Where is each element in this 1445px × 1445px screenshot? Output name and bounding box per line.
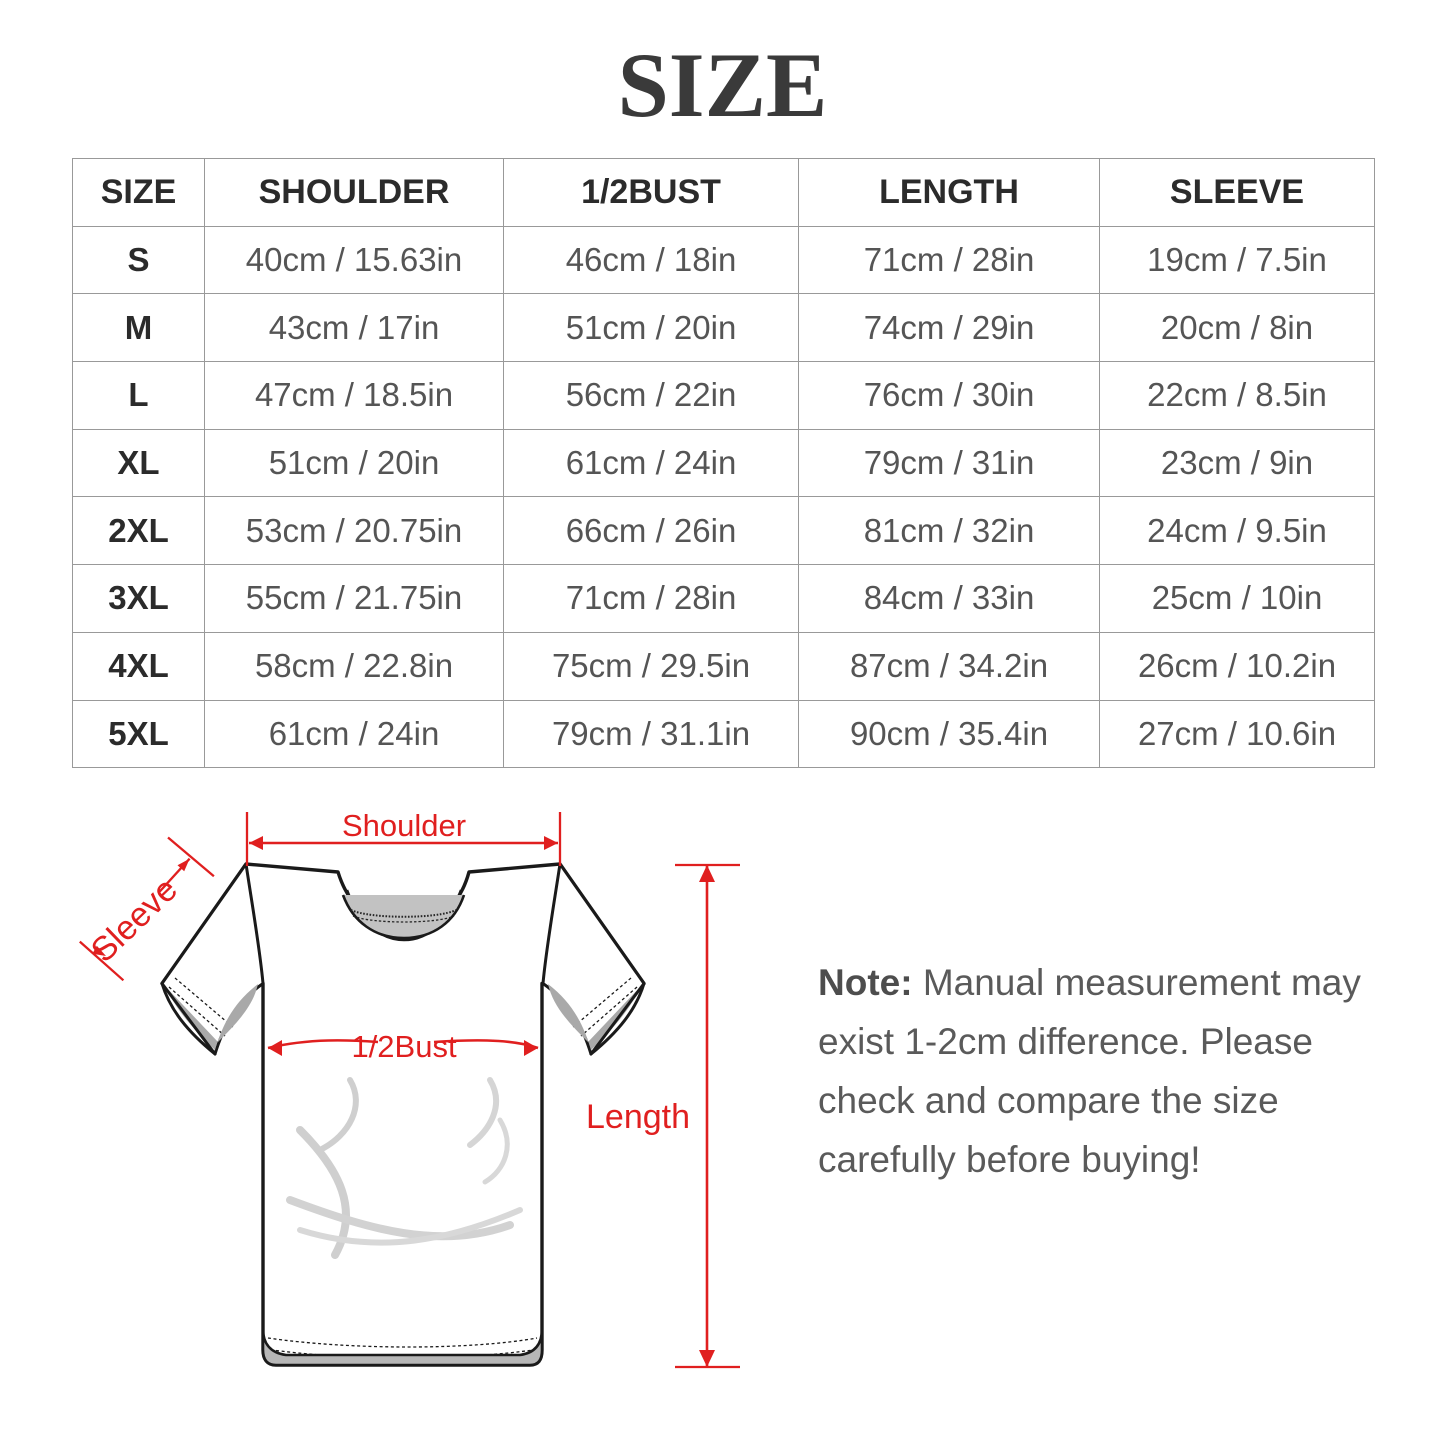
svg-text:Sleeve: Sleeve — [84, 870, 185, 970]
svg-text:1/2Bust: 1/2Bust — [351, 1029, 457, 1064]
svg-text:Length: Length — [586, 1098, 690, 1136]
svg-text:Shoulder: Shoulder — [342, 808, 466, 843]
